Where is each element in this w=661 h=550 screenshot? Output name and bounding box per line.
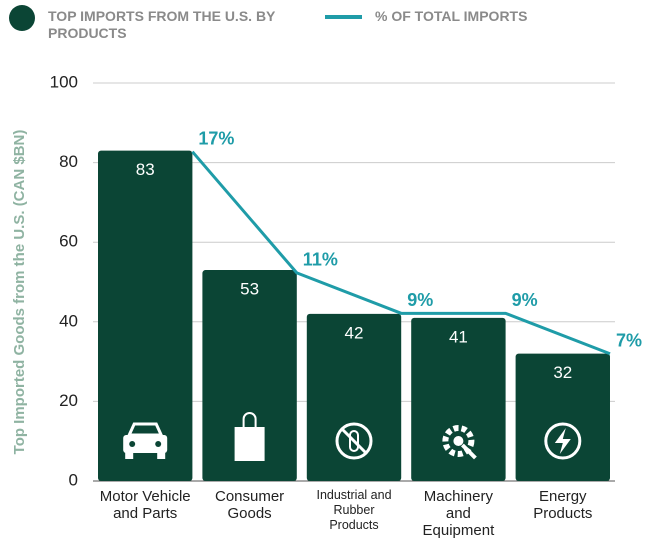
icon: [242, 412, 257, 427]
icon: [544, 422, 582, 460]
icon: [453, 436, 464, 446]
line-value-label: 17%: [198, 128, 234, 148]
icon: [125, 451, 134, 459]
x-tick-label: Consumer Goods: [214, 488, 285, 522]
x-tick-label: Energy Products: [533, 488, 593, 522]
icon: [544, 422, 582, 460]
icon: [335, 422, 373, 460]
legend-label: % OF TOTAL IMPORTS: [375, 8, 528, 24]
icon: [442, 425, 475, 457]
bar: [411, 317, 506, 481]
icon: [335, 422, 373, 460]
legend-swatch: [9, 5, 35, 31]
icon: [123, 422, 168, 459]
icon: [126, 422, 164, 437]
value-label: 41: [449, 327, 468, 346]
icon: [554, 428, 571, 454]
icon: [123, 435, 168, 453]
icon: [349, 430, 359, 452]
x-tick-label: Motor Vehicle and Parts: [99, 488, 191, 522]
line-value-label: 9%: [512, 290, 538, 310]
icon: [460, 443, 477, 460]
line-value-label: 9%: [407, 290, 433, 310]
icon: [129, 441, 136, 447]
y-tick-label: 0: [69, 470, 78, 489]
bar: [515, 353, 610, 481]
bar: [306, 313, 402, 481]
icon: [234, 412, 265, 461]
line-value-label: 7%: [616, 330, 642, 350]
line-value-label: 11%: [303, 250, 338, 270]
y-axis-label: Top Imported Goods from the U.S. (CAN $B…: [11, 130, 28, 455]
y-tick-label: 20: [59, 391, 78, 410]
value-label: 53: [240, 280, 259, 299]
icon: [157, 451, 166, 459]
icon: [442, 425, 477, 460]
line: [191, 150, 611, 356]
y-tick-label: 100: [50, 72, 78, 91]
legend-label: TOP IMPORTS FROM THE U.S. BY PRODUCTS: [48, 8, 276, 41]
icon: [340, 427, 368, 455]
y-tick-label: 80: [59, 152, 78, 171]
y-tick-label: 60: [59, 232, 78, 251]
icon: [234, 427, 265, 461]
x-tick-label: Industrial and Rubber Products: [316, 488, 392, 532]
value-label: 83: [136, 160, 155, 179]
icon: [155, 441, 162, 447]
value-label: 42: [345, 323, 364, 342]
y-tick-label: 40: [59, 311, 78, 330]
value-label: 32: [553, 363, 572, 382]
x-tick-label: Machinery and Equipment: [422, 488, 495, 539]
bar: [202, 270, 297, 481]
bar: [98, 150, 193, 481]
